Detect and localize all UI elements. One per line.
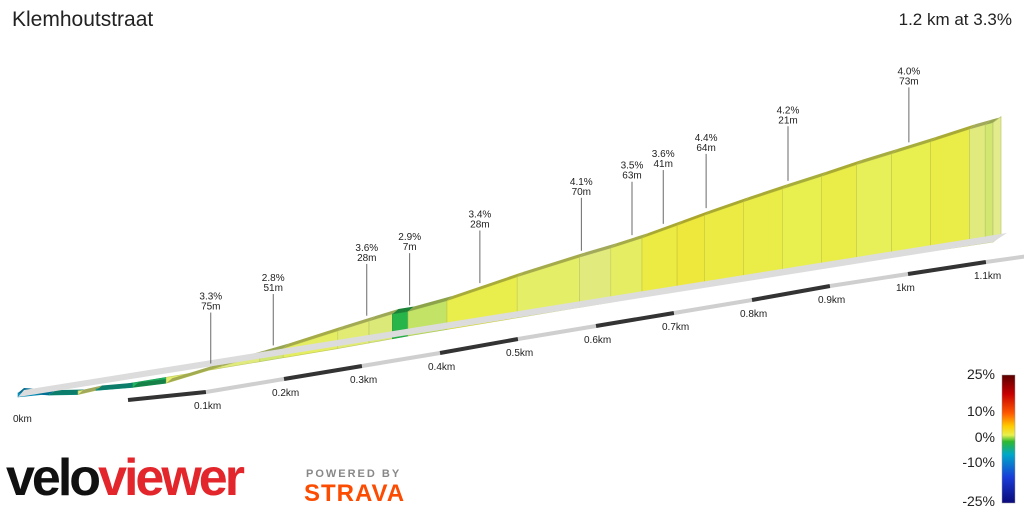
x-tick-label: 0.1km	[194, 401, 221, 412]
annotation-length: 64m	[696, 143, 715, 154]
axis-tick-bar	[595, 311, 675, 328]
annotation-length: 41m	[653, 159, 672, 170]
axis-tick-bar	[517, 324, 597, 341]
axis-tick-bar	[751, 284, 831, 302]
segment-top-surface	[642, 220, 684, 239]
segment-top-surface	[132, 378, 173, 388]
segment-top-surface	[782, 171, 828, 189]
segment-top-surface	[856, 148, 898, 165]
annotation-length: 7m	[403, 242, 417, 253]
gradient-segment	[821, 164, 857, 268]
gradient-segments	[17, 115, 1002, 398]
axis-tick-bar	[439, 337, 519, 355]
annotation-length: 75m	[201, 302, 220, 313]
profile-end-face	[992, 115, 1002, 243]
veloviewer-logo: veloviewer	[6, 449, 245, 507]
annotation-gradient: 3.6%	[355, 243, 378, 254]
axis-tick-bar	[907, 260, 987, 276]
gradient-segment	[984, 122, 994, 244]
gradient-segment	[969, 124, 986, 246]
annotation-gradient: 4.4%	[695, 133, 718, 144]
segment-top-surface	[821, 159, 863, 177]
segment-top-surface	[369, 309, 399, 322]
segment-top-surface	[96, 382, 139, 391]
segment-top-surface	[704, 196, 750, 216]
axis-tick-bar	[205, 377, 285, 394]
segment-top-surface	[78, 385, 102, 395]
segment-top-surface	[579, 243, 617, 258]
segment-top-surface	[610, 233, 648, 249]
axis-tick-bar	[127, 390, 207, 402]
annotation-gradient: 3.4%	[469, 210, 492, 221]
strava-logo: STRAVA	[304, 480, 406, 507]
gradient-segment	[704, 201, 744, 287]
gradient-segment	[891, 141, 931, 258]
annotation-length: 63m	[622, 171, 641, 182]
segment-top-surface	[743, 183, 789, 202]
annotation-gradient: 3.6%	[652, 149, 675, 160]
axis-tick-bar	[283, 364, 363, 381]
segment-title: Klemhoutstraat	[12, 8, 154, 31]
gradient-segment	[676, 214, 705, 292]
segment-top-surface	[677, 210, 711, 226]
gradient-segment	[743, 188, 783, 280]
segment-top-surface	[517, 252, 586, 277]
segment-top-surface	[166, 361, 227, 384]
annotation-gradient: 3.5%	[621, 161, 644, 172]
road-base	[18, 233, 1007, 397]
annotation-gradient: 4.1%	[570, 177, 593, 188]
annotation-length: 51m	[263, 283, 282, 294]
annotation-length: 70m	[572, 187, 591, 198]
annotation-length: 21m	[778, 115, 797, 126]
x-tick-label: 0.3km	[350, 375, 377, 386]
x-tick-label: 0km	[13, 414, 32, 425]
axis-tick-bar	[361, 351, 441, 368]
gradient-color-scale	[1001, 374, 1016, 504]
x-tick-label: 0.8km	[740, 309, 767, 320]
segment-top-surface	[283, 325, 344, 349]
gradient-segment	[930, 128, 970, 252]
annotation-gradient: 2.8%	[262, 273, 285, 284]
annotation-gradient: 4.0%	[898, 66, 921, 77]
x-tick-label: 0.6km	[584, 335, 611, 346]
gradient-segment	[782, 175, 822, 274]
x-tick-label: 0.7km	[662, 322, 689, 333]
segment-top-surface	[337, 316, 375, 331]
axis-tick-bar	[673, 298, 753, 315]
segment-summary: 1.2 km at 3.3%	[898, 10, 1012, 29]
axis-tick-bar	[985, 254, 1024, 264]
x-tick-label: 1.1km	[974, 271, 1001, 282]
x-tick-label: 0.4km	[428, 362, 455, 373]
annotation-length: 28m	[470, 220, 489, 231]
x-tick-label: 0.2km	[272, 388, 299, 399]
annotation-gradient: 3.3%	[199, 292, 222, 303]
segment-top-surface	[985, 117, 999, 125]
annotation-gradient: 4.2%	[777, 105, 800, 116]
gradient-annotations: 3.3%75m2.8%51m3.6%28m2.9%7m3.4%28m4.1%70…	[199, 66, 921, 364]
segment-top-surface	[891, 136, 937, 154]
annotation-length: 73m	[899, 76, 918, 87]
segment-top-surface	[930, 124, 976, 142]
segment-top-surface	[969, 119, 992, 130]
segment-top-surface	[408, 295, 453, 312]
annotation-length: 28m	[357, 253, 376, 264]
segment-top-surface	[49, 389, 85, 396]
segment-top-surface	[392, 306, 414, 315]
annotation-gradient: 2.9%	[398, 232, 421, 243]
axis-tick-bar	[829, 272, 909, 288]
segment-top-surface	[447, 271, 524, 301]
profile-edges	[18, 233, 1007, 397]
gradient-segment	[856, 153, 892, 263]
distance-axis: 0km 0.1km 0.2km 0.3km 0.4km 0.5km 0.6km 0.7km 0.…	[13, 254, 1024, 425]
x-tick-label: 1km	[896, 283, 915, 294]
x-tick-label: 0.9km	[818, 295, 845, 306]
powered-by-label: POWERED BY	[306, 468, 402, 480]
x-tick-label: 0.5km	[506, 348, 533, 359]
